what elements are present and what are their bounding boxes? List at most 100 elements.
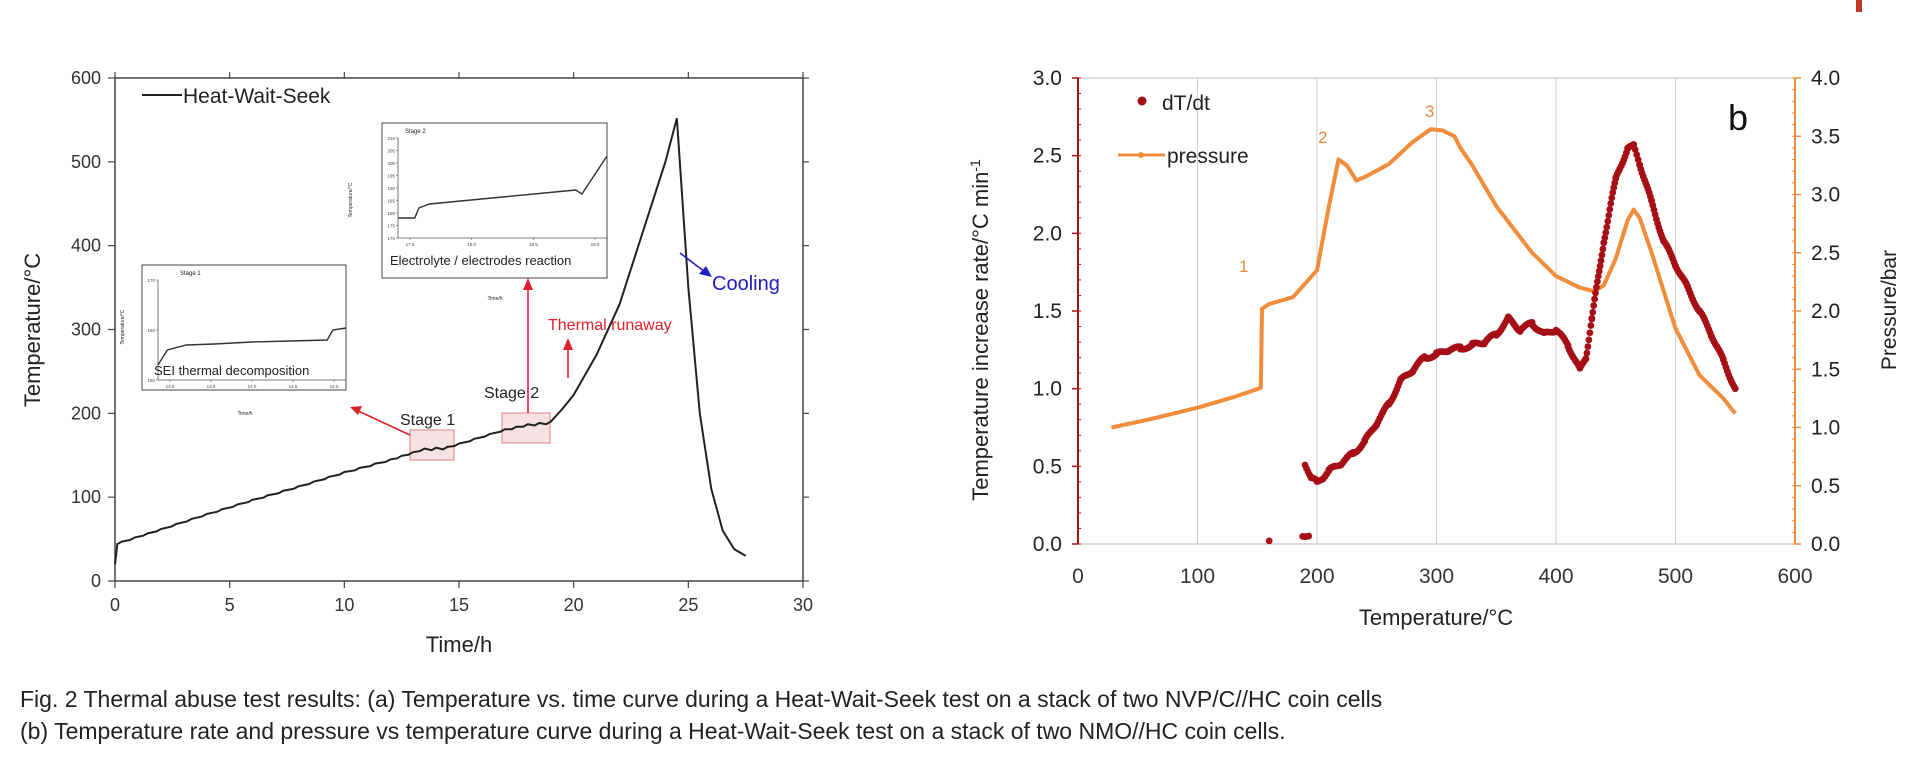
dtdt-point [1593,283,1600,291]
inset-ytick-label: 210 [387,136,395,141]
cooling-label: Cooling [712,273,780,295]
panel-b-xlabel: Temperature/°C [1359,605,1513,630]
panel-a-xtick-label: 25 [678,595,698,615]
inset-stage-1: Stage 1 170 160 150 13.0 13.5 14.0 14.5 15.0 Te… [120,264,347,417]
cooling-arrow [679,252,706,273]
dtdt-point [1589,308,1597,316]
inset-ytick-label: 185 [387,199,395,204]
inset-xtick-label: 17.5 [406,242,415,247]
stage2-label: Stage 2 [484,385,539,402]
panel-b-y2tick-label: 3.5 [1811,125,1840,148]
inset-1-trace [157,327,347,366]
inset-xtick-label: 14.5 [289,384,298,389]
inset-ytick-label: 200 [387,161,395,166]
panel-b-y2label: Pressure/bar [1878,250,1901,370]
dtdt-point [1598,251,1606,259]
panel-a-xtick-label: 5 [225,595,235,615]
panel-b-ytick-label: 2.0 [1033,222,1062,245]
panel-b-y2tick-label: 1.0 [1811,417,1840,440]
panel-a-ytick-label: 300 [71,320,101,340]
panel-a-ytick-label: 600 [71,68,101,88]
panel-b-xtick-label: 600 [1777,565,1812,588]
dtdt-point [1591,295,1599,303]
inset-xtick-label: 14.0 [248,384,257,389]
panel-b-xtick-label: 300 [1419,565,1454,588]
panel-a-ylabel: Temperature/°C [20,253,45,407]
inset-xtick-label: 18.5 [529,242,538,247]
panel-b-xtick-label: 0 [1072,565,1084,588]
inset-xtick-label: 18.0 [467,242,476,247]
panel-a-xlabel: Time/h [426,632,492,657]
panel-a-xtick-label: 15 [449,595,469,615]
panel-a-ytick-label: 0 [91,571,101,591]
dtdt-point [1595,267,1603,275]
panel-b-ytick-label: 0.0 [1033,533,1062,556]
panel-b-xtick-label: 100 [1180,565,1215,588]
inset-ytick-label: 195 [387,174,395,179]
stage2-highlight-box [501,412,551,444]
panel-b-ytick-label: 0.5 [1033,455,1062,478]
inset-ytick-label: 170 [147,278,155,283]
legend-dtdt-marker [1137,96,1147,106]
panel-b-y2tick-label: 3.0 [1811,184,1840,207]
pressure-annotation-1: 1 [1239,257,1248,276]
panel-b-ytick-label: 1.0 [1033,378,1062,401]
thermal-runaway-arrowhead [563,338,573,350]
panel-b-y2tick-label: 0.0 [1811,533,1840,556]
panel-a-ytick-label: 100 [71,487,101,507]
inset-xtick-label: 19.0 [591,242,600,247]
dtdt-point [1594,272,1602,280]
corner-accent-mark [1856,0,1862,12]
inset-stage-2: Stage 2 210 205 200 195 190 185 180 175 170 17.5 1… [348,122,608,302]
panel-b-ylabel-superscript: -1 [967,159,983,172]
inset-ytick-label: 170 [387,236,395,241]
inset-ytick-label: 175 [387,224,395,229]
panel-b-y2tick-label: 1.5 [1811,358,1840,381]
panel-b-xtick-label: 200 [1299,565,1334,588]
figure-caption: Fig. 2 Thermal abuse test results: (a) T… [20,683,1900,747]
inset-ytick-label: 180 [387,211,395,216]
panel-a-xtick-label: 20 [564,595,584,615]
panel-a-xtick-label: 0 [110,595,120,615]
panel-b: 0 100 200 300 400 500 600 0.0 0.5 1.0 1.5 2.0 2.5 3.0… [967,67,1901,630]
dtdt-point [1305,532,1313,540]
inset-xtick-label: 13.5 [207,384,216,389]
stage1-label: Stage 1 [400,412,455,429]
panel-a-ytick-label: 400 [71,236,101,256]
panel-b-xtick-label: 500 [1658,565,1693,588]
dtdt-point [1606,205,1614,213]
panel-b-ytick-label: 1.5 [1033,300,1062,323]
panel-b-axes: 0 100 200 300 400 500 600 0.0 0.5 1.0 1.5 2.0 2.5 3.0… [1033,67,1840,588]
panel-b-letter: b [1728,97,1748,138]
inset-1-axes: 170 160 150 13.0 13.5 14.0 14.5 15.0 [147,278,346,389]
panel-b-ylabel: Temperature increase rate/°C min-1 [967,159,993,501]
dtdt-point [1582,355,1590,363]
dtdt-point [1590,302,1598,309]
dtdt-point [1584,343,1592,350]
inset-2-frame [381,122,608,279]
panel-a-xtick-label: 30 [793,595,813,615]
dtdt-point [1603,223,1611,231]
dtdt-point [1593,278,1601,286]
inset-1-frame [141,264,347,391]
inset-xtick-label: 13.0 [166,384,175,389]
caption-line-2: (b) Temperature rate and pressure vs tem… [20,718,1286,744]
inset-1-label: SEI thermal decomposition [154,363,309,378]
stage1-highlight-box [409,429,455,461]
cooling-arrowhead [699,266,712,277]
panel-b-ytick-label: 3.0 [1033,67,1062,90]
inset-xtick-label: 15.0 [330,384,339,389]
legend-pressure-label: pressure [1167,145,1249,168]
panel-b-ylabel-text: Temperature increase rate/°C min [968,172,993,501]
inset-2-xlabel: Time/h [487,296,502,302]
dtdt-point [1585,336,1593,344]
panel-a-xtick-label: 10 [334,595,354,615]
dtdt-point [1583,349,1591,357]
inset-2-title: Stage 2 [405,129,426,135]
stage1-arrowhead [350,406,362,415]
inset-1-xlabel: Time/h [237,411,252,417]
panel-b-y2tick-label: 2.5 [1811,242,1840,265]
